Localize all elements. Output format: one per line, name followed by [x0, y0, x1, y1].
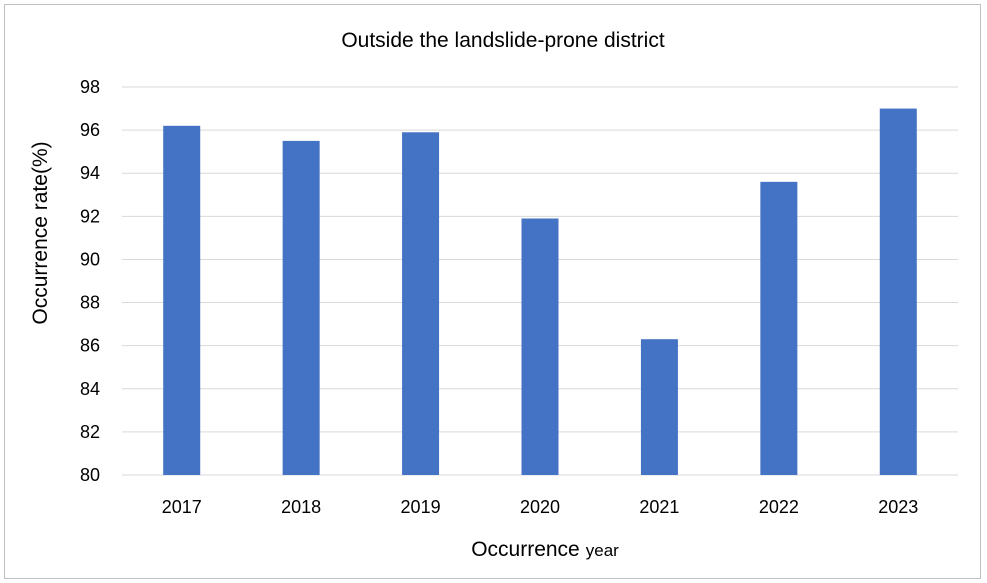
y-tick-label: 86	[80, 336, 100, 356]
x-tick-label: 2020	[520, 497, 560, 517]
gridlines	[122, 86, 958, 476]
y-tick-label: 96	[80, 120, 100, 140]
y-tick-label: 98	[80, 77, 100, 97]
x-tick-label: 2021	[639, 497, 679, 517]
x-axis-label: Occurrence year	[471, 538, 619, 561]
bar-2017	[163, 125, 201, 476]
bar-2020	[521, 218, 559, 475]
bar-2022	[760, 181, 798, 475]
bar-2018	[282, 140, 320, 475]
y-tick-label: 92	[80, 206, 100, 226]
x-axis-label-unit: year	[586, 541, 619, 560]
bar-2023	[879, 108, 917, 476]
y-axis-label: Occurrence rate(%)	[29, 141, 52, 324]
chart-title: Outside the landslide-prone district	[341, 29, 665, 52]
y-tick-label: 90	[80, 249, 100, 269]
x-tick-label: 2018	[281, 497, 321, 517]
y-tick-labels: 80 82 84 86 88 90 92 94 96 98	[80, 77, 100, 485]
x-tick-label: 2022	[759, 497, 799, 517]
y-tick-label: 82	[80, 422, 100, 442]
x-axis-label-main: Occurrence	[471, 538, 580, 561]
x-tick-label: 2019	[401, 497, 441, 517]
x-tick-labels: 2017 2018 2019 2020 2021 2022 2023	[162, 497, 919, 517]
y-tick-label: 80	[80, 465, 100, 485]
x-tick-label: 2017	[162, 497, 202, 517]
bar-2019	[402, 132, 440, 475]
y-tick-label: 94	[80, 163, 100, 183]
y-tick-label: 84	[80, 379, 100, 399]
y-tick-label: 88	[80, 293, 100, 313]
x-tick-label: 2023	[878, 497, 918, 517]
bars	[163, 108, 917, 476]
bar-2021	[640, 339, 678, 475]
